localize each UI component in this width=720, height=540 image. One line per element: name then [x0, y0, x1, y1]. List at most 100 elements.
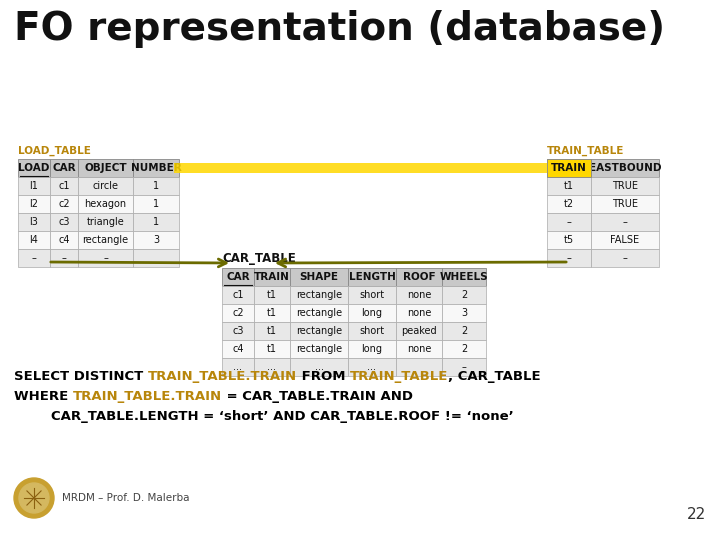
- Bar: [78, 159, 133, 177]
- Bar: [50, 213, 78, 231]
- Bar: [547, 159, 591, 177]
- Text: –: –: [623, 253, 627, 263]
- Bar: [50, 231, 78, 249]
- Bar: [222, 340, 254, 358]
- Bar: [442, 358, 486, 376]
- Text: c1: c1: [233, 290, 244, 300]
- Bar: [50, 249, 78, 267]
- Text: c4: c4: [233, 344, 244, 354]
- Bar: [18, 177, 50, 195]
- Circle shape: [19, 483, 49, 513]
- Bar: [78, 213, 133, 231]
- Bar: [442, 268, 486, 286]
- Text: c3: c3: [233, 326, 244, 336]
- Text: l3: l3: [30, 217, 38, 227]
- Text: long: long: [361, 344, 382, 354]
- Bar: [222, 286, 254, 304]
- Bar: [547, 213, 591, 231]
- Bar: [133, 195, 179, 213]
- Bar: [78, 249, 133, 267]
- Text: c4: c4: [58, 235, 70, 245]
- Text: rectangle: rectangle: [296, 344, 342, 354]
- Text: none: none: [407, 344, 431, 354]
- Text: CAR: CAR: [226, 272, 250, 282]
- Bar: [591, 231, 659, 249]
- Text: short: short: [359, 326, 384, 336]
- Text: 3: 3: [153, 235, 159, 245]
- Bar: [133, 177, 179, 195]
- Bar: [348, 358, 396, 376]
- Bar: [547, 195, 591, 213]
- Text: OBJECT: OBJECT: [84, 163, 127, 173]
- Bar: [547, 159, 591, 177]
- Text: CAR_TABLE: CAR_TABLE: [222, 252, 296, 265]
- Bar: [254, 268, 290, 286]
- Bar: [348, 304, 396, 322]
- Text: l2: l2: [30, 199, 38, 209]
- Bar: [222, 304, 254, 322]
- Bar: [254, 358, 290, 376]
- Text: –: –: [462, 362, 467, 372]
- Bar: [290, 268, 348, 286]
- Text: ...: ...: [315, 362, 323, 372]
- Text: ...: ...: [268, 362, 276, 372]
- Text: SHAPE: SHAPE: [300, 272, 338, 282]
- Text: , CAR_TABLE: , CAR_TABLE: [449, 370, 541, 383]
- Bar: [222, 268, 254, 286]
- Bar: [348, 268, 396, 286]
- Bar: [50, 159, 78, 177]
- Bar: [591, 213, 659, 231]
- Text: 1: 1: [153, 199, 159, 209]
- Text: –: –: [567, 217, 572, 227]
- Text: –: –: [32, 253, 37, 263]
- Text: LOAD: LOAD: [18, 163, 50, 173]
- Text: t2: t2: [564, 199, 574, 209]
- Bar: [254, 340, 290, 358]
- Text: TRAIN_TABLE.TRAIN: TRAIN_TABLE.TRAIN: [73, 390, 222, 403]
- Text: WHERE: WHERE: [14, 390, 73, 403]
- Text: 2: 2: [461, 326, 467, 336]
- Bar: [591, 195, 659, 213]
- Text: 2: 2: [461, 290, 467, 300]
- Bar: [254, 322, 290, 340]
- Text: 2: 2: [461, 344, 467, 354]
- Text: LOAD_TABLE: LOAD_TABLE: [18, 146, 91, 156]
- Text: TRAIN_TABLE: TRAIN_TABLE: [350, 370, 449, 383]
- Bar: [18, 159, 50, 177]
- Text: 3: 3: [461, 308, 467, 318]
- Bar: [442, 286, 486, 304]
- Bar: [78, 231, 133, 249]
- Text: TRAIN: TRAIN: [551, 163, 587, 173]
- Text: TRUE: TRUE: [612, 181, 638, 191]
- Text: t5: t5: [564, 235, 574, 245]
- Bar: [442, 304, 486, 322]
- Bar: [18, 195, 50, 213]
- Text: l1: l1: [30, 181, 38, 191]
- Bar: [133, 213, 179, 231]
- Bar: [254, 286, 290, 304]
- Text: 1: 1: [153, 181, 159, 191]
- Text: –: –: [623, 217, 627, 227]
- Bar: [591, 177, 659, 195]
- Text: c3: c3: [58, 217, 70, 227]
- Bar: [591, 249, 659, 267]
- Bar: [50, 195, 78, 213]
- Text: 22: 22: [687, 507, 706, 522]
- Bar: [547, 231, 591, 249]
- Text: LENGTH: LENGTH: [348, 272, 395, 282]
- Text: –: –: [567, 253, 572, 263]
- Text: long: long: [361, 308, 382, 318]
- Polygon shape: [174, 163, 591, 173]
- Bar: [133, 231, 179, 249]
- Text: CAR_TABLE.LENGTH = ‘short’ AND CAR_TABLE.ROOF != ‘none’: CAR_TABLE.LENGTH = ‘short’ AND CAR_TABLE…: [14, 410, 514, 423]
- Bar: [290, 358, 348, 376]
- Text: ROOF: ROOF: [402, 272, 436, 282]
- Text: ...: ...: [367, 362, 377, 372]
- Bar: [396, 286, 442, 304]
- Bar: [133, 159, 179, 177]
- Bar: [78, 195, 133, 213]
- Text: rectangle: rectangle: [296, 326, 342, 336]
- Circle shape: [14, 478, 54, 518]
- Text: peaked: peaked: [401, 326, 437, 336]
- Bar: [396, 340, 442, 358]
